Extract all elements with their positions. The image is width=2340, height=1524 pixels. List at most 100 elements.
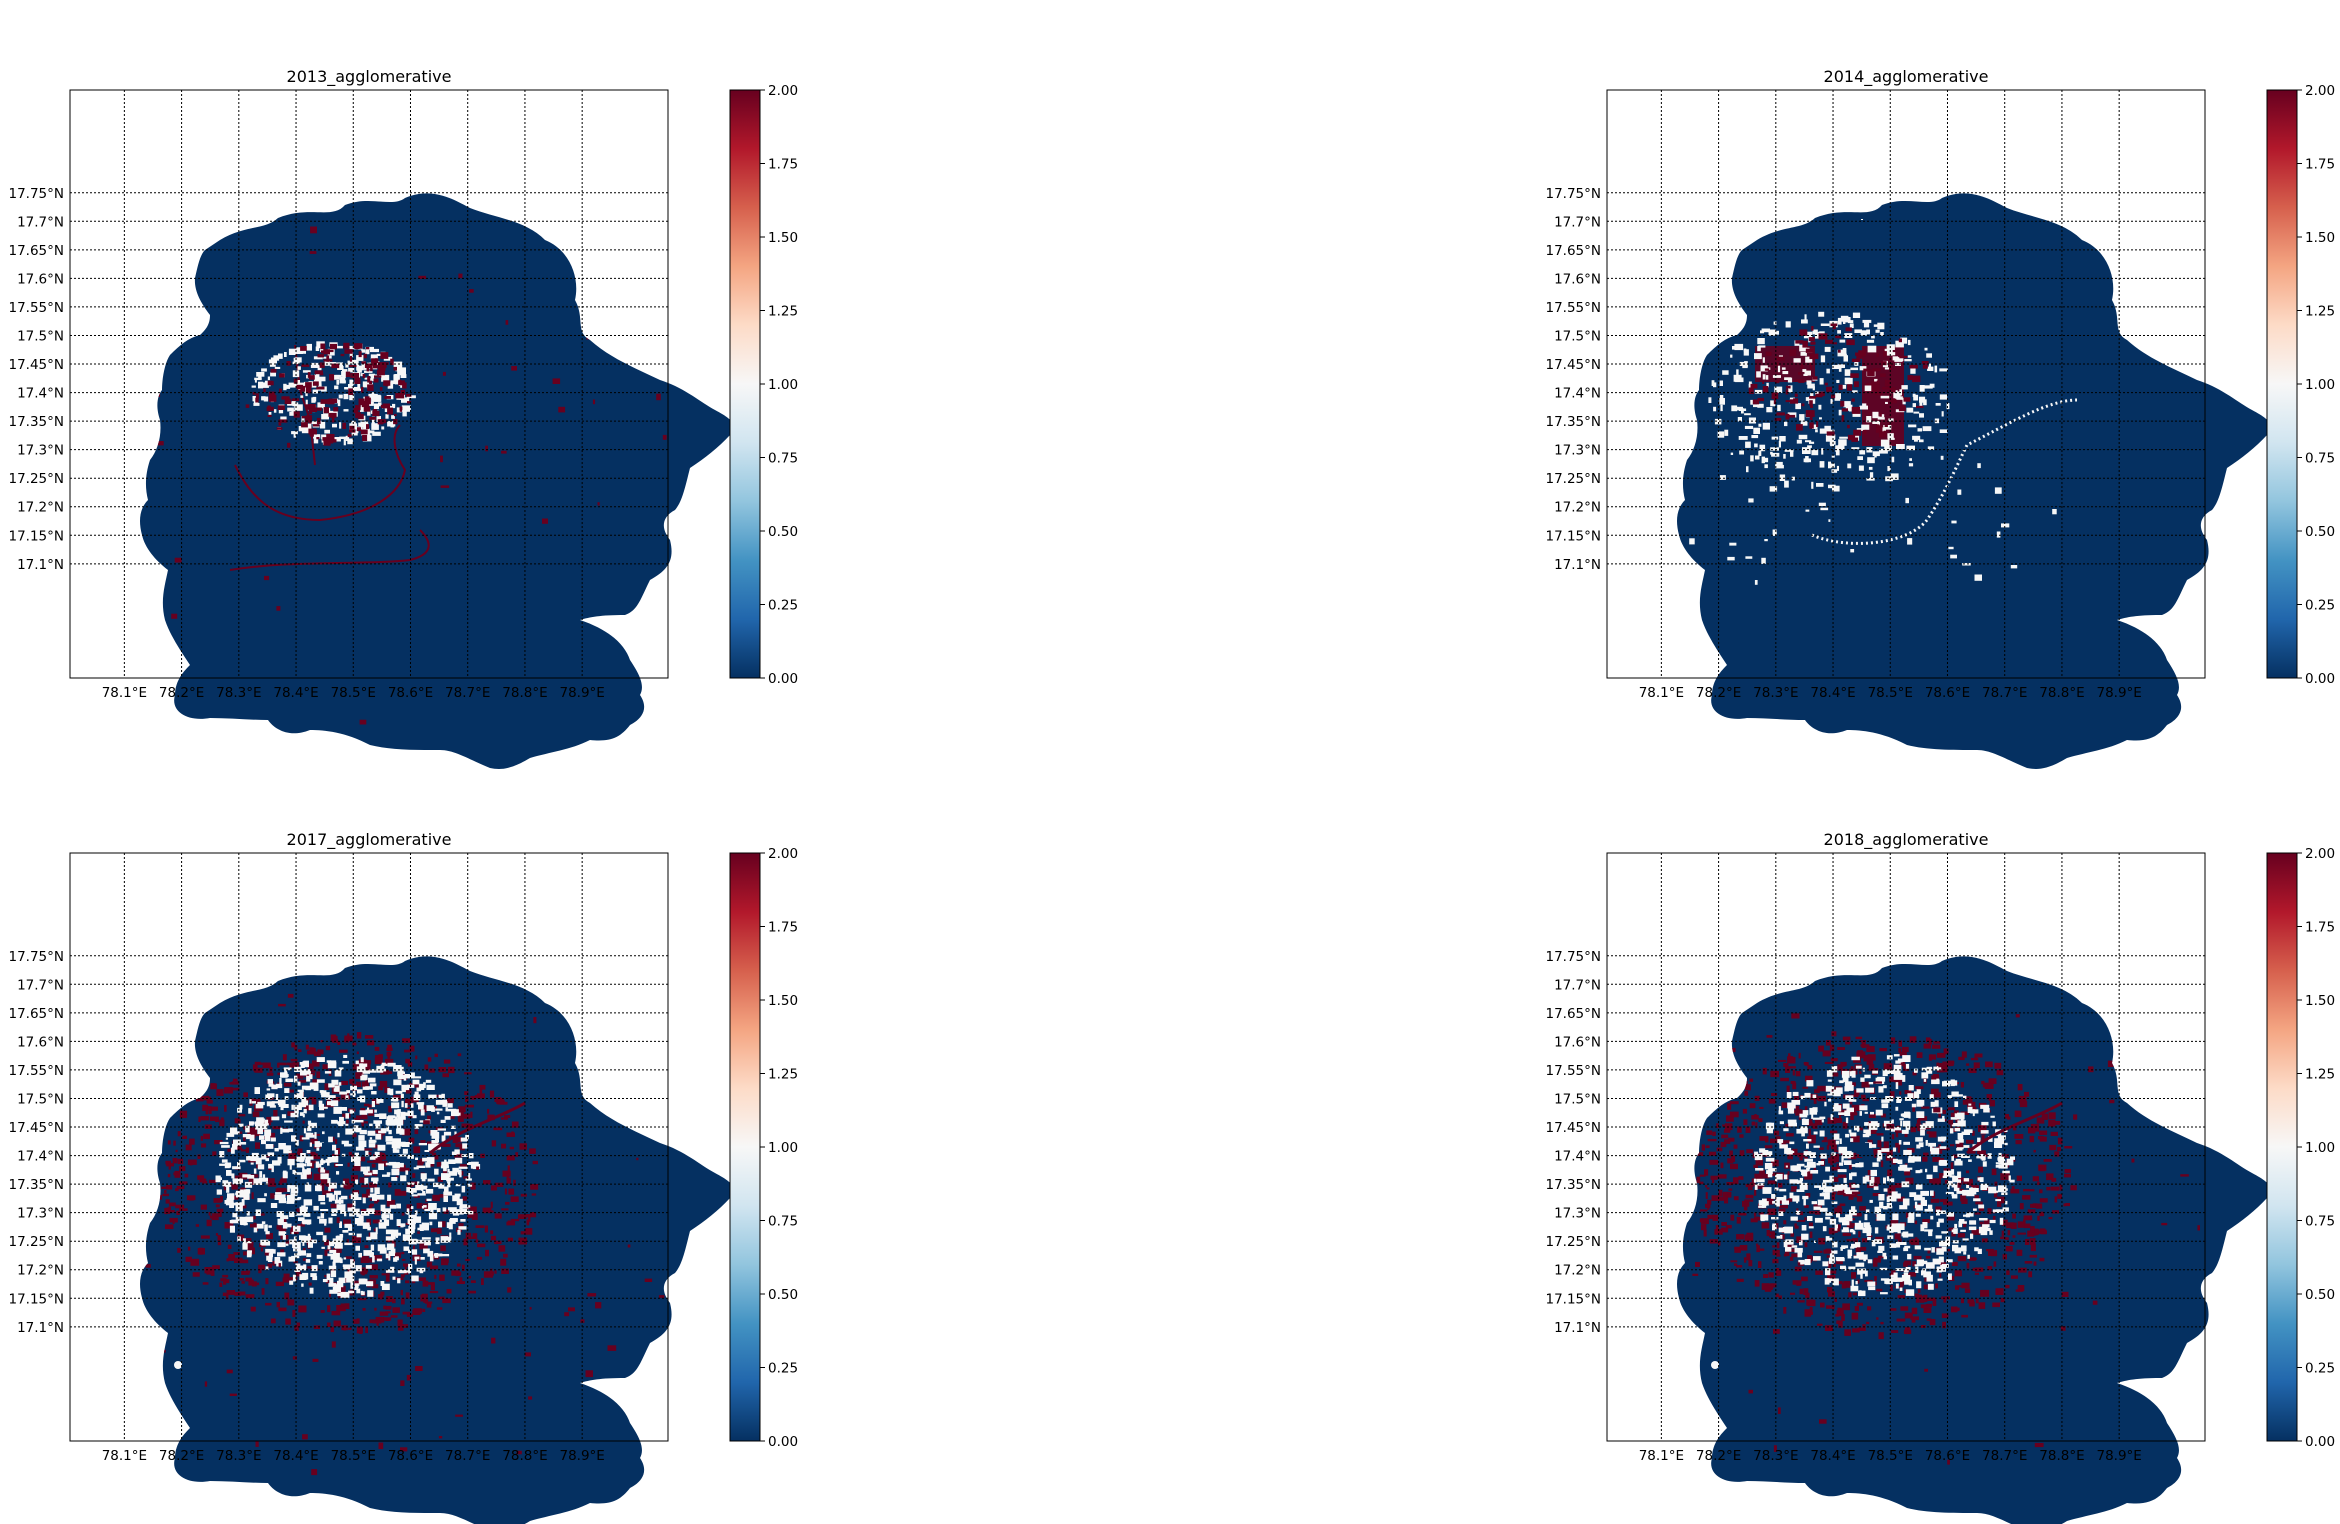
map-pixel-urban-1 — [1999, 1217, 2004, 1225]
map-pixel-urban-2 — [362, 434, 368, 441]
map-pixel-urban-2 — [1778, 1059, 1787, 1062]
map-pixel-urban-2 — [1794, 1223, 1797, 1227]
map-pixel-urban-2 — [1981, 1238, 1988, 1243]
map-pixel-urban-1 — [307, 1120, 312, 1125]
map-pixel-urban-1 — [1945, 1191, 1954, 1195]
map-pixel-urban-1 — [449, 1232, 452, 1239]
map-pixel-urban-1 — [461, 1154, 468, 1157]
map-pixel-urban-1 — [448, 1222, 453, 1230]
map-pixel-urban-1 — [1785, 1239, 1794, 1245]
map-pixel-urban-2 — [426, 1261, 433, 1267]
map-pixel-urban-2 — [307, 1151, 316, 1154]
map-pixel-scatter-2 — [393, 168, 398, 172]
map-pixel-urban-1 — [301, 1069, 305, 1075]
map-pixel-urban-2 — [1714, 1229, 1723, 1235]
map-pixel-urban-1 — [1878, 416, 1882, 419]
map-pixel-urban-1 — [1955, 1140, 1960, 1144]
colorbar-gradient — [729, 852, 761, 1442]
map-pixel-urban-2 — [165, 1224, 174, 1230]
map-pixel-urban-1 — [1999, 1160, 2006, 1164]
map-pixel-urban-2 — [324, 1249, 328, 1256]
map-pixel-urban-2 — [285, 1240, 289, 1245]
map-pixel-urban-1 — [1814, 1240, 1816, 1243]
map-pixel-urban-1 — [390, 422, 395, 428]
map-pixel-urban-1 — [394, 1109, 399, 1115]
map-pixel-scatter-1 — [1950, 554, 1957, 559]
map-pixel-urban-1 — [1921, 1270, 1924, 1276]
map-pixel-urban-1 — [310, 364, 320, 368]
map-pixel-scatter-2 — [1754, 1095, 1760, 1101]
classification-map — [1677, 956, 2271, 1524]
map-pixel-urban-1 — [1870, 1169, 1877, 1177]
map-pixel-urban-1 — [1862, 1268, 1866, 1274]
map-pixel-urban-2 — [208, 1110, 212, 1114]
map-pixel-scatter-2 — [331, 1341, 336, 1348]
map-pixel-urban-2 — [2011, 1158, 2016, 1162]
map-pixel-urban-1 — [1856, 1088, 1864, 1093]
map-pixel-urban-1 — [345, 1095, 349, 1100]
map-pixel-urban-2 — [1791, 1253, 1800, 1258]
map-pixel-urban-1 — [1814, 1217, 1823, 1223]
map-pixel-urban-1 — [246, 1135, 251, 1140]
map-pixel-urban-1 — [1846, 1085, 1854, 1091]
map-pixel-urban-1 — [1920, 1129, 1925, 1136]
map-pixel-urban-1 — [297, 1250, 306, 1256]
map-pixel-urban-1 — [1947, 1182, 1950, 1190]
map-pixel-urban-2 — [1841, 1314, 1845, 1321]
map-pixel-urban-1 — [282, 1222, 288, 1229]
map-pixel-urban-1 — [1915, 1204, 1923, 1211]
map-pixel-urban-1 — [1754, 389, 1763, 394]
map-pixel-scatter-2 — [627, 1244, 631, 1248]
map-pixel-urban-1 — [454, 1193, 461, 1197]
map-pixel-urban-2 — [263, 388, 266, 393]
map-pixel-urban-2 — [1875, 392, 1882, 396]
map-pixel-urban-2 — [1724, 1139, 1731, 1144]
map-pixel-urban-1 — [1889, 1178, 1895, 1183]
map-pixel-urban-1 — [1785, 321, 1791, 328]
map-pixel-urban-2 — [1948, 1227, 1955, 1232]
map-pixel-urban-2 — [1886, 1150, 1893, 1156]
map-pixel-urban-1 — [301, 1205, 306, 1208]
map-pixel-urban-2 — [500, 1101, 508, 1105]
map-pixel-urban-2 — [1805, 1292, 1810, 1299]
map-pixel-urban-1 — [299, 1235, 306, 1240]
map-pixel-urban-2 — [430, 1228, 440, 1233]
map-pixel-scatter-2 — [479, 1089, 483, 1095]
map-pixel-urban-2 — [1827, 1274, 1836, 1282]
map-pixel-urban-1 — [235, 1205, 243, 1212]
map-pixel-urban-2 — [1860, 1044, 1870, 1047]
map-pixel-scatter-1 — [1761, 557, 1766, 564]
map-pixel-urban-2 — [1742, 1200, 1750, 1207]
map-pixel-urban-2 — [1975, 1298, 1979, 1304]
map-pixel-urban-2 — [1818, 1045, 1824, 1052]
map-pixel-urban-1 — [460, 1208, 469, 1214]
lon-tick-label: 78.5°E — [1868, 685, 1913, 701]
map-pixel-urban-2 — [252, 1215, 256, 1220]
map-pixel-urban-1 — [1947, 1095, 1952, 1099]
map-pixel-urban-2 — [483, 1180, 491, 1185]
map-pixel-urban-1 — [1961, 1155, 1970, 1158]
lat-tick-label: 17.45°N — [9, 1120, 65, 1136]
map-pixel-urban-2 — [189, 1138, 195, 1145]
map-pixel-urban-2 — [1941, 1313, 1949, 1318]
map-pixel-urban-2 — [472, 1233, 478, 1239]
map-pixel-urban-1 — [369, 1083, 377, 1087]
map-pixel-urban-1 — [1927, 366, 1934, 371]
map-pixel-urban-2 — [1754, 1280, 1760, 1287]
map-pixel-scatter-2 — [524, 1352, 531, 1357]
map-pixel-urban-1 — [1847, 463, 1852, 469]
map-pixel-urban-1 — [359, 1129, 367, 1135]
map-pixel-urban-1 — [407, 1142, 413, 1145]
map-pixel-scatter-2 — [255, 1441, 259, 1447]
map-pixel-urban-1 — [442, 1099, 447, 1106]
map-pixel-urban-1 — [1863, 1222, 1870, 1228]
map-pixel-urban-1 — [1802, 369, 1807, 372]
map-pixel-urban-2 — [489, 1090, 495, 1098]
map-pixel-urban-2 — [386, 1051, 392, 1056]
map-pixel-urban-1 — [1777, 365, 1781, 373]
map-pixel-urban-1 — [227, 1193, 235, 1200]
map-pixel-urban-1 — [1865, 1175, 1870, 1182]
map-pixel-urban-2 — [1950, 1306, 1958, 1313]
map-pixel-urban-1 — [1969, 1220, 1977, 1225]
map-pixel-urban-2 — [296, 384, 304, 390]
